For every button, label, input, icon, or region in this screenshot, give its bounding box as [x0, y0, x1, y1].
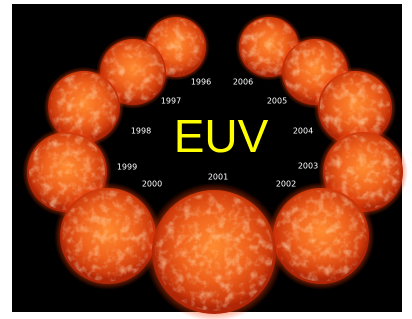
title: EUV: [174, 110, 269, 162]
year-label: 1998: [131, 127, 151, 136]
year-label: 1996: [191, 78, 211, 87]
year-label: 2001: [208, 173, 228, 182]
year-label: 2000: [142, 180, 162, 189]
year-label: 2004: [293, 127, 313, 136]
year-label: 2006: [233, 78, 253, 87]
page: EUV 1996 1997 1998 1999 2000 2001 2002 2…: [0, 0, 412, 319]
image: EUV 1996 1997 1998 1999 2000 2001 2002 2…: [0, 0, 412, 319]
sun-disc: [275, 190, 366, 281]
year-label: 1997: [161, 97, 181, 106]
sun-disc: [62, 190, 153, 281]
year-label: 2003: [298, 162, 318, 171]
sun-disc: [155, 193, 273, 311]
year-label: 2002: [276, 180, 296, 189]
year-label: 2005: [267, 97, 287, 106]
year-label: 1999: [117, 163, 137, 172]
